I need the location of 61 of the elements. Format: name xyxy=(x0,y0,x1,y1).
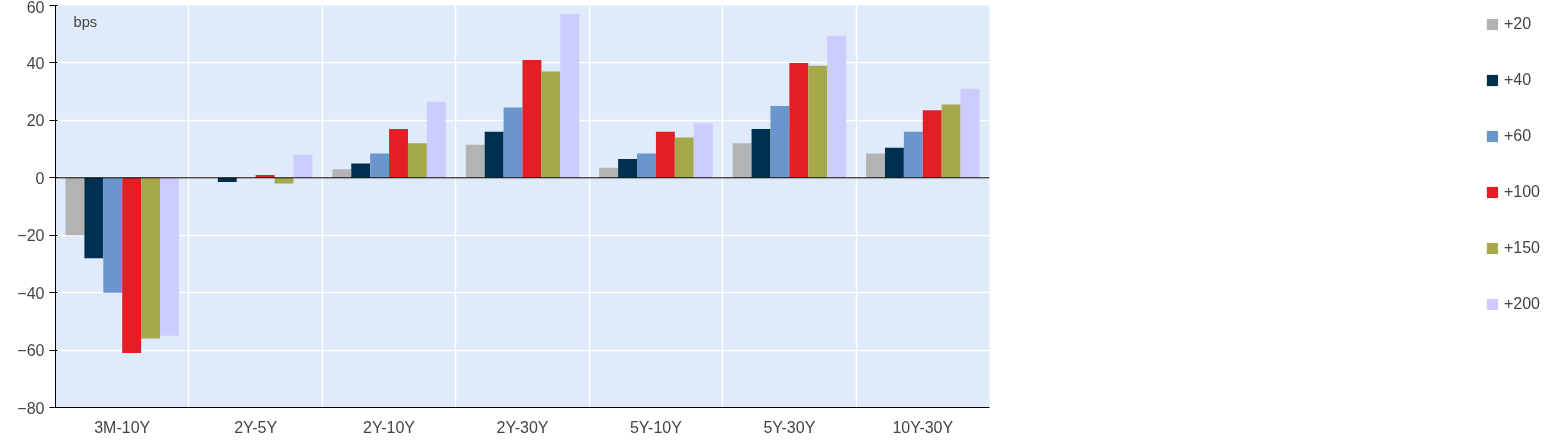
bar xyxy=(503,107,523,178)
bar xyxy=(732,143,752,178)
bar xyxy=(789,62,809,178)
bar xyxy=(407,143,427,178)
x-tick-label: 2Y-30Y xyxy=(496,418,549,436)
y-tick-label: 40 xyxy=(26,54,45,72)
bar xyxy=(655,131,675,178)
legend-label: +100 xyxy=(1503,183,1540,201)
bar xyxy=(618,159,638,178)
annotation: bps xyxy=(73,13,98,30)
bar xyxy=(84,177,104,259)
bar xyxy=(484,131,504,178)
bar xyxy=(103,177,123,293)
y-tick-label: −60 xyxy=(17,342,45,360)
y-tick-label: −20 xyxy=(17,227,45,245)
bar xyxy=(637,153,656,178)
legend-label: +60 xyxy=(1503,127,1532,145)
legend-label: +40 xyxy=(1503,71,1532,89)
bar xyxy=(65,177,85,236)
bar xyxy=(866,153,885,178)
y-tick-label: 60 xyxy=(26,0,45,16)
bar xyxy=(274,177,294,184)
bar xyxy=(941,104,961,178)
x-tick-label: 2Y-10Y xyxy=(363,418,416,436)
bar xyxy=(599,167,619,178)
bar xyxy=(332,169,352,178)
y-tick-label: 0 xyxy=(35,169,45,187)
x-tick-label: 10Y-30Y xyxy=(892,418,954,436)
bar xyxy=(141,177,161,339)
bar xyxy=(122,177,142,353)
legend-label: +20 xyxy=(1503,15,1532,33)
bar xyxy=(693,123,713,178)
x-tick-label: 3M-10Y xyxy=(94,418,151,436)
bar xyxy=(922,110,942,178)
bar xyxy=(560,14,580,178)
bar xyxy=(389,128,408,178)
y-tick-label: −80 xyxy=(17,399,45,417)
bar xyxy=(674,137,694,178)
bar xyxy=(751,128,771,178)
bar xyxy=(293,154,313,178)
bar xyxy=(903,131,923,178)
legend-label: +200 xyxy=(1503,295,1540,313)
bar xyxy=(370,153,390,178)
bar xyxy=(808,65,828,178)
bar xyxy=(426,101,446,178)
bar xyxy=(884,147,904,178)
bar xyxy=(522,60,542,178)
x-tick-label: 5Y-10Y xyxy=(629,418,683,436)
bar xyxy=(541,71,561,178)
x-tick-label: 2Y-5Y xyxy=(234,418,278,436)
bar xyxy=(351,163,371,178)
bar xyxy=(960,88,980,178)
bar xyxy=(465,144,485,178)
bar xyxy=(160,177,179,336)
y-tick-label: 20 xyxy=(26,112,45,130)
x-tick-label: 5Y-30Y xyxy=(763,418,816,436)
bar xyxy=(770,106,790,178)
y-tick-label: −40 xyxy=(17,284,45,302)
legend-label: +150 xyxy=(1503,239,1540,257)
bar xyxy=(217,177,237,183)
bar xyxy=(827,35,847,178)
